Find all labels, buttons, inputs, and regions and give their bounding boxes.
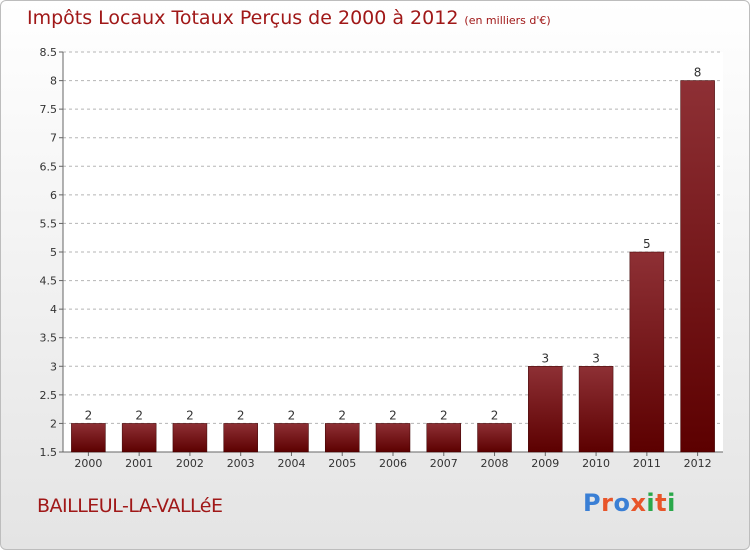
x-tick-label: 2000 [74,457,102,470]
x-tick-label: 2010 [582,457,610,470]
data-label: 3 [592,351,600,365]
commune-name: BAILLEUL-LA-VALLéE [37,495,223,517]
logo-letter: i [646,489,656,517]
y-tick-label: 5.5 [40,217,58,230]
title-unit: (en milliers d'€) [464,14,551,27]
y-tick-label: 2.5 [40,389,58,402]
bar-2009 [528,366,563,453]
x-tick-label: 2009 [531,457,559,470]
data-label: 5 [643,237,651,251]
bar-2004 [274,423,309,453]
y-tick-label: 2 [50,417,57,430]
bar-2012 [680,80,715,453]
data-label: 3 [541,351,549,365]
y-tick-label: 3 [50,360,57,373]
data-label: 2 [85,408,93,422]
logo-letter: P [583,489,602,517]
y-tick-label: 8 [50,75,57,88]
logo-letter: x [630,489,647,517]
bar-2011 [629,251,665,453]
title-text: Impôts Locaux Totaux Perçus de 2000 à 20… [27,7,459,29]
data-label: 8 [694,66,702,80]
y-tick-label: 6 [50,189,57,202]
bar-2003 [223,423,258,453]
data-label: 2 [338,408,346,422]
y-tick-label: 3.5 [40,332,58,345]
logo-letter: t [655,489,668,517]
x-tick-label: 2008 [481,457,509,470]
logo-letter: i [667,489,676,517]
x-tick-label: 2003 [227,457,255,470]
x-tick-label: 2012 [684,457,712,470]
y-tick-label: 1.5 [40,446,58,459]
bar-2006 [375,423,411,453]
y-tick-label: 7 [50,132,57,145]
bar-2010 [578,366,614,453]
bar-2007 [426,423,462,453]
bar-2002 [172,423,208,453]
y-tick-label: 6.5 [40,160,58,173]
x-tick-label: 2006 [379,457,407,470]
data-label: 2 [389,408,397,422]
data-label: 2 [186,408,194,422]
proxiti-logo: Proxiti [583,489,676,517]
x-tick-label: 2001 [125,457,153,470]
bar-2001 [121,423,157,453]
logo-letter: r [601,489,614,517]
data-label: 2 [288,408,296,422]
data-label: 2 [440,408,448,422]
y-tick-label: 8.5 [40,46,58,59]
data-label: 2 [491,408,499,422]
y-tick-label: 4 [50,303,57,316]
y-tick-label: 7.5 [40,103,58,116]
chart-title: Impôts Locaux Totaux Perçus de 2000 à 20… [27,7,551,29]
logo-letter: o [613,489,631,517]
x-tick-label: 2002 [176,457,204,470]
x-tick-label: 2007 [430,457,458,470]
bar-2005 [324,423,360,453]
x-tick-label: 2011 [633,457,661,470]
x-tick-label: 2005 [328,457,356,470]
bar-2008 [477,423,512,453]
y-tick-label: 5 [50,246,57,259]
x-tick-label: 2004 [277,457,305,470]
bar-2000 [71,423,106,453]
data-label: 2 [135,408,143,422]
data-label: 2 [237,408,245,422]
y-tick-label: 4.5 [40,275,58,288]
